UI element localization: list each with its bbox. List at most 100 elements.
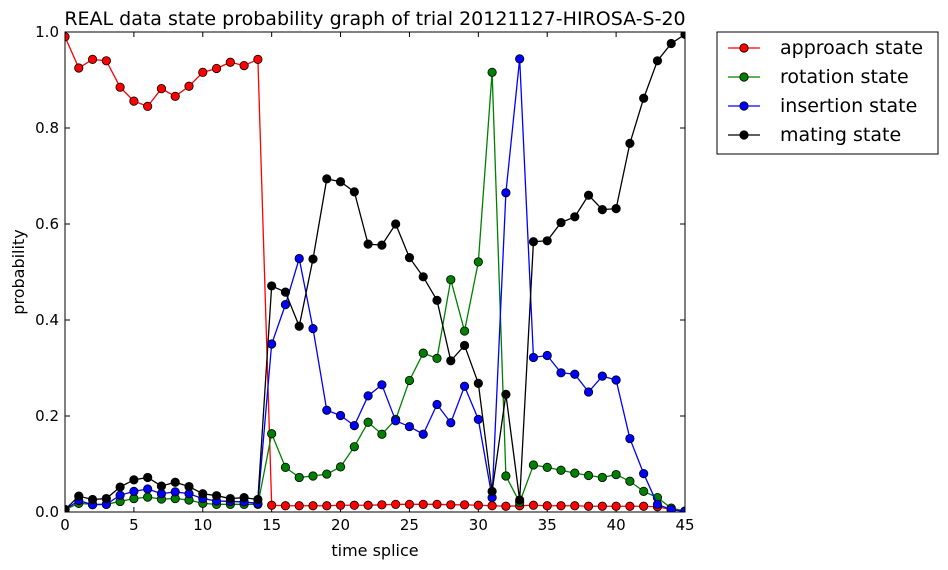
data-point <box>597 472 607 483</box>
data-point <box>487 501 497 511</box>
data-point <box>156 481 167 491</box>
data-point <box>170 477 180 487</box>
data-point <box>652 499 663 509</box>
data-point <box>432 499 442 509</box>
data-point <box>335 177 346 187</box>
y-tick-label: 0.6 <box>35 215 59 233</box>
data-point <box>418 272 428 282</box>
data-point <box>143 472 153 483</box>
data-point <box>377 240 387 250</box>
data-point <box>404 253 415 263</box>
x-tick-label: 25 <box>400 516 419 534</box>
data-point <box>556 465 566 475</box>
x-tick-label: 40 <box>607 516 626 534</box>
data-point <box>335 462 346 472</box>
data-point <box>143 484 153 494</box>
legend-marker <box>739 72 749 82</box>
data-point <box>625 501 635 511</box>
data-point <box>459 381 470 391</box>
data-point <box>225 493 235 504</box>
data-point <box>294 253 304 264</box>
data-point <box>129 96 139 106</box>
data-point <box>597 205 607 215</box>
data-point <box>184 81 194 91</box>
legend-label: approach state <box>780 37 923 59</box>
data-point <box>156 489 167 499</box>
legend-marker <box>739 43 749 53</box>
data-point <box>418 348 428 358</box>
x-tick-label: 45 <box>675 516 694 534</box>
data-point <box>611 204 621 214</box>
data-point <box>115 482 125 492</box>
data-point <box>487 486 497 496</box>
series-line <box>65 36 685 512</box>
data-point <box>611 375 621 385</box>
data-point <box>611 501 621 511</box>
data-point <box>501 389 511 399</box>
data-point <box>666 505 676 512</box>
data-point <box>87 494 98 505</box>
data-point <box>583 501 594 511</box>
data-point <box>459 500 470 510</box>
data-point <box>515 54 525 64</box>
data-point <box>625 476 635 486</box>
chart-title: REAL data state probability graph of tri… <box>64 8 685 30</box>
axis-ticks: 0 5 10 15 20 25 30 35 40 45 0.0 0.2 0.4 0.6 0.8 1.0 <box>35 23 694 534</box>
data-point <box>515 495 525 505</box>
plot-series <box>65 32 685 512</box>
data-point <box>294 321 304 331</box>
legend-box <box>716 31 939 155</box>
data-point <box>280 300 291 310</box>
data-point <box>391 416 401 426</box>
data-point <box>322 405 332 415</box>
data-point <box>267 500 277 510</box>
data-point <box>184 481 194 492</box>
data-point <box>625 433 635 444</box>
data-point <box>404 375 415 386</box>
series-rotation-state <box>65 67 685 512</box>
data-point <box>335 500 346 510</box>
x-axis-label: time splice <box>331 541 418 560</box>
data-point <box>294 501 304 511</box>
x-tick-label: 5 <box>129 516 139 534</box>
series-line <box>65 72 685 512</box>
data-point <box>322 469 332 479</box>
legend-label: rotation state <box>780 66 909 88</box>
data-point <box>129 486 139 496</box>
data-point <box>583 470 594 481</box>
data-point <box>556 368 566 378</box>
data-point <box>639 468 649 479</box>
data-point <box>570 369 580 379</box>
data-point <box>74 491 84 501</box>
data-point <box>542 501 552 511</box>
data-point <box>570 468 580 478</box>
data-point <box>528 352 539 363</box>
data-point <box>267 281 277 291</box>
data-point <box>65 505 70 512</box>
data-point <box>459 340 470 351</box>
data-point <box>404 421 415 432</box>
data-point <box>639 93 649 103</box>
x-tick-label: 15 <box>262 516 281 534</box>
data-point <box>253 54 263 64</box>
data-point <box>363 391 373 401</box>
data-point <box>556 217 566 228</box>
data-point <box>211 63 222 74</box>
data-point <box>377 429 387 439</box>
data-point <box>349 442 359 452</box>
data-point <box>115 490 125 500</box>
data-point <box>570 212 580 222</box>
data-point <box>501 188 511 198</box>
data-point <box>501 471 511 481</box>
data-point <box>101 493 111 504</box>
data-point <box>143 492 153 502</box>
data-point <box>322 174 332 184</box>
data-point <box>280 287 291 297</box>
data-point <box>129 475 139 485</box>
x-tick-label: 10 <box>193 516 212 534</box>
data-point <box>404 499 415 509</box>
series-approach-state <box>65 32 685 512</box>
data-point <box>156 84 167 94</box>
data-point <box>542 350 552 361</box>
